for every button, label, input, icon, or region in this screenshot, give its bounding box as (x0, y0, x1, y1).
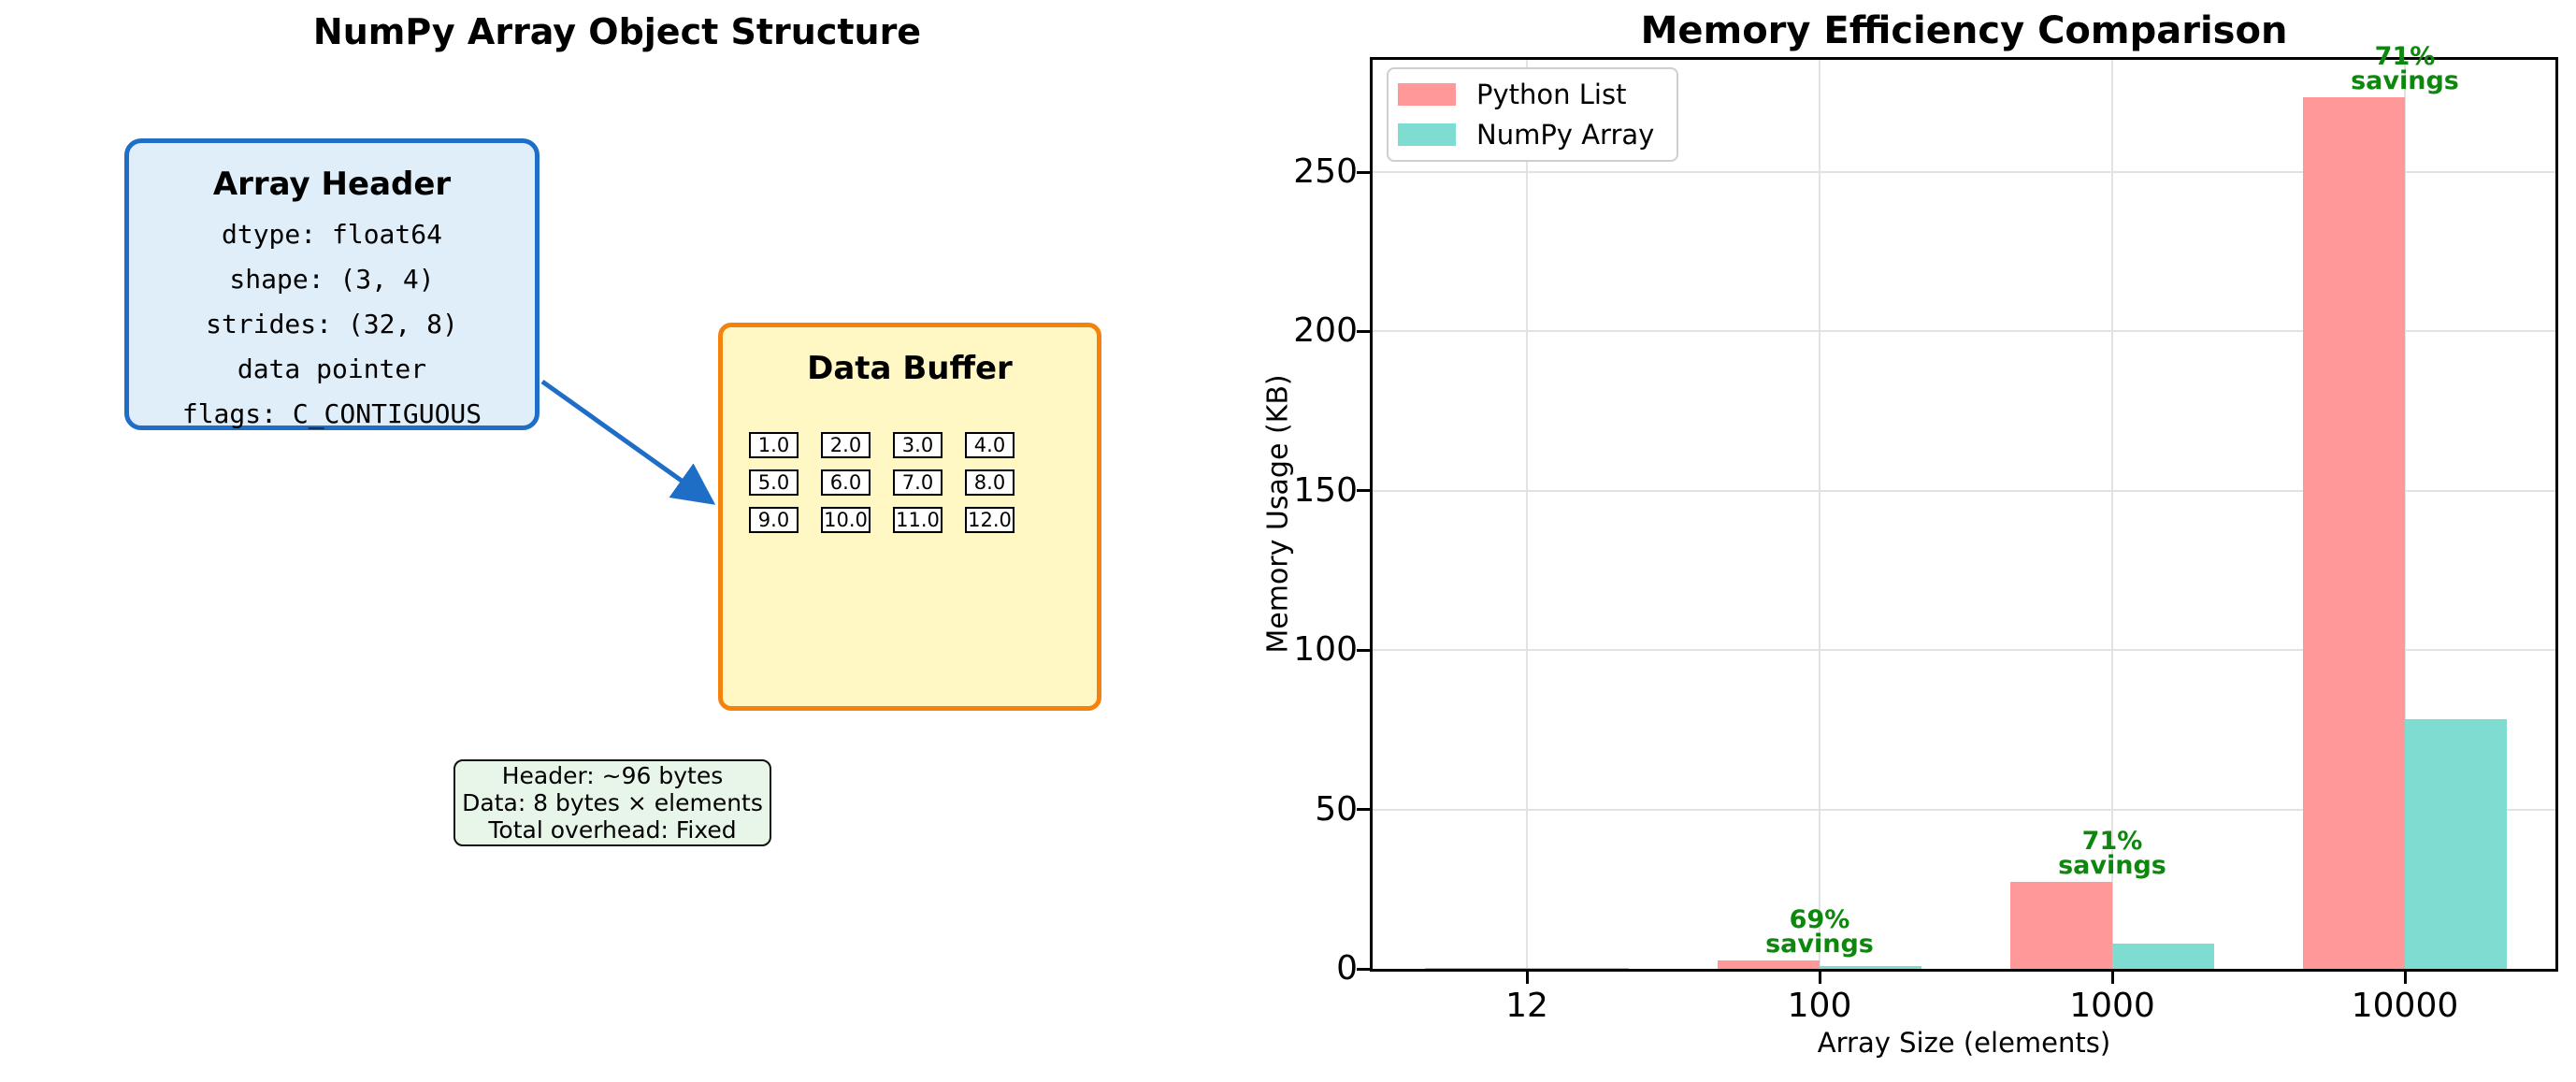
h-gridline (1373, 808, 2555, 811)
y-tick-label: 0 (1336, 949, 1358, 988)
buffer-cell: 2.0 (821, 432, 871, 458)
y-tick-mark (1357, 967, 1370, 971)
note-line: Total overhead: Fixed (488, 816, 737, 844)
chart-legend: Python List NumPy Array (1387, 67, 1678, 162)
numpy-array-bar (1527, 968, 1629, 969)
numpy-array-bar (2112, 944, 2214, 969)
plot-area: 69% savings 71% savings 71% savings (1370, 44, 2558, 972)
array-header-line: dtype: float64 (221, 219, 442, 250)
buffer-cell: 11.0 (893, 507, 943, 533)
v-gridline (1819, 60, 1820, 969)
buffer-cell: 5.0 (749, 469, 799, 496)
python-list-bar (2303, 97, 2405, 969)
legend-label: Python List (1476, 79, 1627, 111)
y-tick-label: 50 (1315, 789, 1358, 829)
x-tick-mark (1525, 972, 1529, 984)
savings-annotation: 71% savings (2302, 42, 2508, 95)
memory-note-box: Header: ~96 bytes Data: 8 bytes × element… (453, 759, 771, 846)
x-tick-label: 100 (1787, 987, 1852, 1025)
savings-annotation-line: 69% (1789, 905, 1850, 934)
x-tick-mark (2110, 972, 2114, 984)
note-line: Header: ~96 bytes (501, 762, 724, 789)
note-line: Data: 8 bytes × elements (462, 789, 763, 816)
h-gridline (1373, 171, 2555, 173)
y-tick-label: 200 (1293, 311, 1358, 351)
savings-annotation-line: savings (1765, 930, 1874, 959)
python-list-bar (1718, 960, 1820, 969)
python-list-bar (2010, 882, 2112, 969)
buffer-cell: 6.0 (821, 469, 871, 496)
y-tick-mark (1357, 489, 1370, 493)
buffer-cell: 8.0 (965, 469, 1015, 496)
savings-annotation: 69% savings (1717, 905, 1922, 959)
buffer-cell: 10.0 (821, 507, 871, 533)
y-tick-label: 100 (1293, 630, 1358, 670)
v-gridline (2111, 60, 2113, 969)
buffer-cell: 7.0 (893, 469, 943, 496)
v-gridline (2404, 60, 2406, 969)
buffer-cell: 9.0 (749, 507, 799, 533)
buffer-cell: 12.0 (965, 507, 1015, 533)
legend-swatch (1398, 123, 1456, 146)
buffer-cell: 1.0 (749, 432, 799, 458)
savings-annotation-line: savings (2058, 851, 2166, 880)
y-tick-label: 150 (1293, 470, 1358, 510)
array-header-line: data pointer (237, 353, 427, 384)
array-header-lines: dtype: float64 shape: (3, 4) strides: (32,… (129, 222, 535, 427)
x-tick-label: 1000 (2069, 987, 2155, 1025)
savings-annotation: 71% savings (2009, 827, 2215, 880)
legend-label: NumPy Array (1476, 118, 1655, 151)
python-list-bar (1425, 968, 1527, 969)
chart-title: Memory Efficiency Comparison (1640, 9, 2288, 52)
array-header-line: flags: C_CONTIGUOUS (181, 398, 482, 429)
y-tick-mark (1357, 170, 1370, 174)
array-header-line: strides: (32, 8) (206, 309, 458, 339)
numpy-array-bar (1820, 966, 1921, 969)
x-axis-label: Array Size (elements) (1817, 1027, 2111, 1059)
data-buffer-box: Data Buffer 1.0 2.0 3.0 4.0 5.0 6.0 7.0 8.0 9.0 1… (718, 323, 1101, 711)
y-tick-mark (1357, 808, 1370, 812)
array-header-line: shape: (3, 4) (229, 264, 435, 295)
legend-swatch (1398, 83, 1456, 107)
v-gridline (1526, 60, 1528, 969)
legend-entry: NumPy Array (1398, 119, 1677, 151)
data-buffer-title: Data Buffer (807, 350, 1013, 387)
buffer-cell: 4.0 (965, 432, 1015, 458)
x-tick-mark (2403, 972, 2407, 984)
savings-annotation-line: 71% (2374, 42, 2436, 71)
savings-annotation-line: savings (2351, 66, 2459, 95)
y-tick-mark (1357, 648, 1370, 652)
h-gridline (1373, 489, 2555, 492)
buffer-cell: 3.0 (893, 432, 943, 458)
left-panel-title: NumPy Array Object Structure (312, 11, 922, 52)
h-gridline (1373, 330, 2555, 333)
array-header-title: Array Header (212, 166, 452, 203)
savings-annotation-line: 71% (2081, 827, 2143, 856)
h-gridline (1373, 649, 2555, 652)
x-tick-label: 12 (1505, 987, 1548, 1025)
y-tick-label: 250 (1293, 152, 1358, 191)
numpy-array-bar (2405, 719, 2507, 969)
data-buffer-cells: 1.0 2.0 3.0 4.0 5.0 6.0 7.0 8.0 9.0 10.0 11.0 12.0 (749, 432, 1015, 533)
x-tick-label: 10000 (2351, 987, 2459, 1025)
array-header-box: Array Header dtype: float64 shape: (3, 4)… (124, 138, 540, 430)
x-tick-mark (1818, 972, 1821, 984)
legend-entry: Python List (1398, 79, 1677, 110)
y-tick-mark (1357, 329, 1370, 333)
